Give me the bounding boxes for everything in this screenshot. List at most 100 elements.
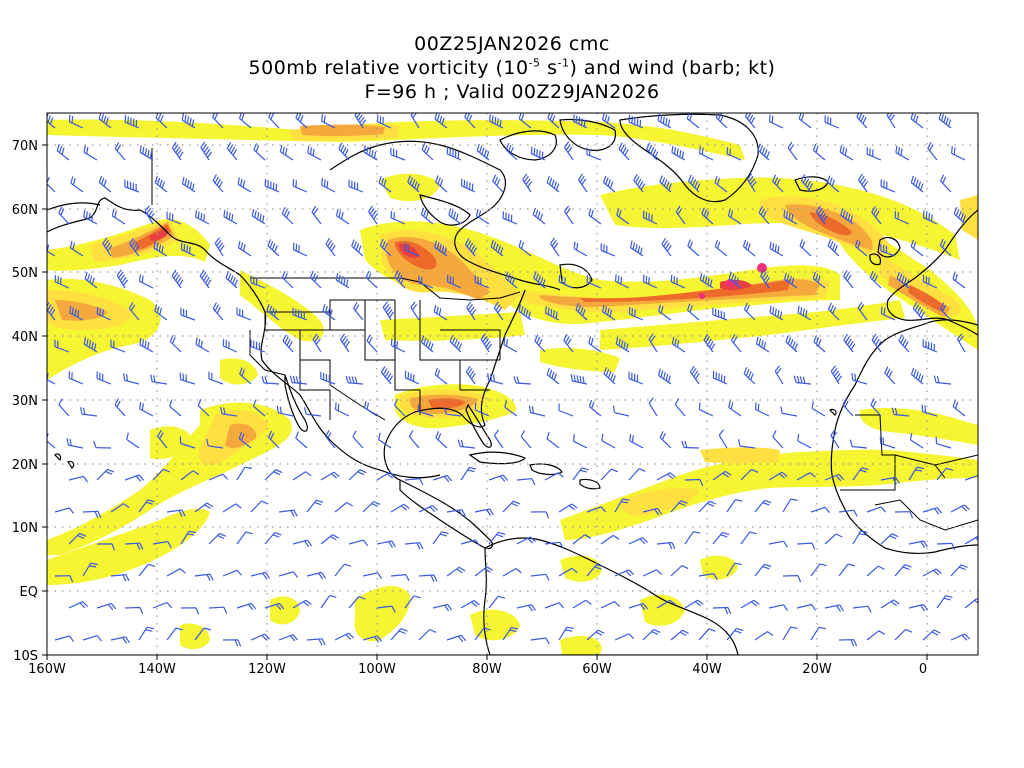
wind-barb	[460, 539, 481, 546]
wind-barb	[950, 504, 970, 513]
wind-barb	[572, 114, 588, 129]
lon-label-0: 0	[919, 662, 927, 677]
wind-barb	[362, 635, 383, 643]
wind-barb	[922, 339, 938, 353]
wind-barb	[810, 506, 831, 514]
wind-barb	[460, 466, 477, 481]
wind-barb	[195, 210, 210, 225]
wind-barb	[728, 400, 742, 417]
wind-barb	[418, 275, 434, 289]
wind-barb	[433, 304, 448, 321]
wind-barb	[418, 504, 439, 513]
wind-barb	[558, 503, 578, 513]
wind-barb	[376, 471, 396, 481]
wind-barb	[393, 398, 406, 417]
wind-barb	[292, 179, 308, 193]
wind-barb	[572, 599, 592, 609]
wind-barb	[390, 628, 408, 641]
wind-barb	[226, 142, 238, 161]
wind-barb	[616, 208, 630, 225]
tick-marks	[42, 144, 928, 660]
wind-barb	[138, 626, 155, 641]
wind-barb	[264, 469, 283, 481]
wind-barb	[768, 114, 784, 129]
wind-barb	[516, 604, 536, 612]
wind-barb	[774, 365, 784, 385]
wind-barb	[116, 269, 129, 289]
wind-barb	[96, 371, 112, 385]
wind-barb	[345, 375, 364, 385]
wind-barb	[922, 210, 938, 225]
wind-barb	[208, 371, 224, 385]
wind-barb	[114, 142, 126, 161]
wind-barb	[278, 509, 298, 517]
wind-barb	[194, 502, 214, 513]
wind-barb	[935, 436, 952, 449]
wind-barb	[715, 113, 728, 129]
wind-barb	[614, 274, 630, 289]
wind-barb	[124, 115, 140, 129]
wind-barb	[712, 307, 728, 321]
wind-barb	[197, 398, 210, 417]
wind-barb	[851, 372, 868, 385]
wind-barb	[54, 575, 74, 583]
wind-barb	[489, 114, 504, 129]
title-line-2-mid: s	[540, 57, 558, 79]
wind-barb	[124, 179, 140, 193]
wind-barb	[518, 239, 532, 257]
wind-barb	[754, 499, 772, 513]
wind-barb	[236, 531, 253, 545]
wind-barb	[139, 337, 154, 353]
wind-barb	[493, 301, 504, 321]
wind-barb	[222, 503, 242, 513]
wind-barb	[169, 399, 182, 417]
wind-barb	[746, 173, 757, 193]
wind-barb	[166, 568, 186, 577]
wind-barb	[276, 405, 294, 417]
wind-barb	[615, 336, 630, 353]
wind-barb	[908, 603, 928, 612]
wind-barb	[449, 334, 463, 353]
wind-barb	[824, 473, 845, 482]
wind-barb	[68, 114, 84, 129]
wind-barb	[96, 602, 117, 611]
wind-barb	[785, 335, 798, 353]
wind-barb	[295, 431, 308, 449]
wind-barb	[600, 468, 619, 481]
wind-barb	[656, 541, 676, 550]
wind-barb	[950, 633, 971, 641]
wind-barb	[82, 562, 98, 577]
wind-barb	[154, 175, 168, 193]
wind-barb	[366, 334, 378, 353]
wind-barb	[181, 176, 196, 193]
wind-barb	[699, 146, 714, 161]
wind-barb	[368, 205, 379, 225]
wind-barb	[354, 113, 367, 129]
wind-barb	[772, 430, 784, 449]
wind-barb	[922, 507, 943, 515]
wind-barb	[179, 372, 196, 385]
lon-label-60w: 60W	[582, 662, 612, 677]
wind-barb	[446, 146, 462, 161]
wind-barb	[768, 604, 788, 612]
wind-barb	[953, 206, 967, 225]
wind-barb	[390, 574, 410, 582]
wind-barb	[964, 598, 978, 609]
wind-barb	[110, 636, 131, 644]
wind-barb	[152, 468, 171, 481]
wind-barb	[307, 145, 322, 161]
wind-barb	[124, 542, 144, 551]
wind-barb	[212, 174, 224, 193]
wind-barb	[446, 274, 462, 289]
wind-barb	[47, 174, 56, 193]
wind-barb	[880, 599, 900, 609]
wind-barb	[575, 303, 588, 321]
wind-barb	[642, 569, 663, 577]
wind-barb	[321, 178, 336, 193]
wind-barb	[895, 145, 910, 161]
wind-barb	[348, 469, 367, 481]
wind-barb	[922, 274, 938, 289]
wind-barb	[68, 601, 89, 609]
wind-barb	[237, 240, 252, 257]
wind-barb	[432, 603, 453, 612]
